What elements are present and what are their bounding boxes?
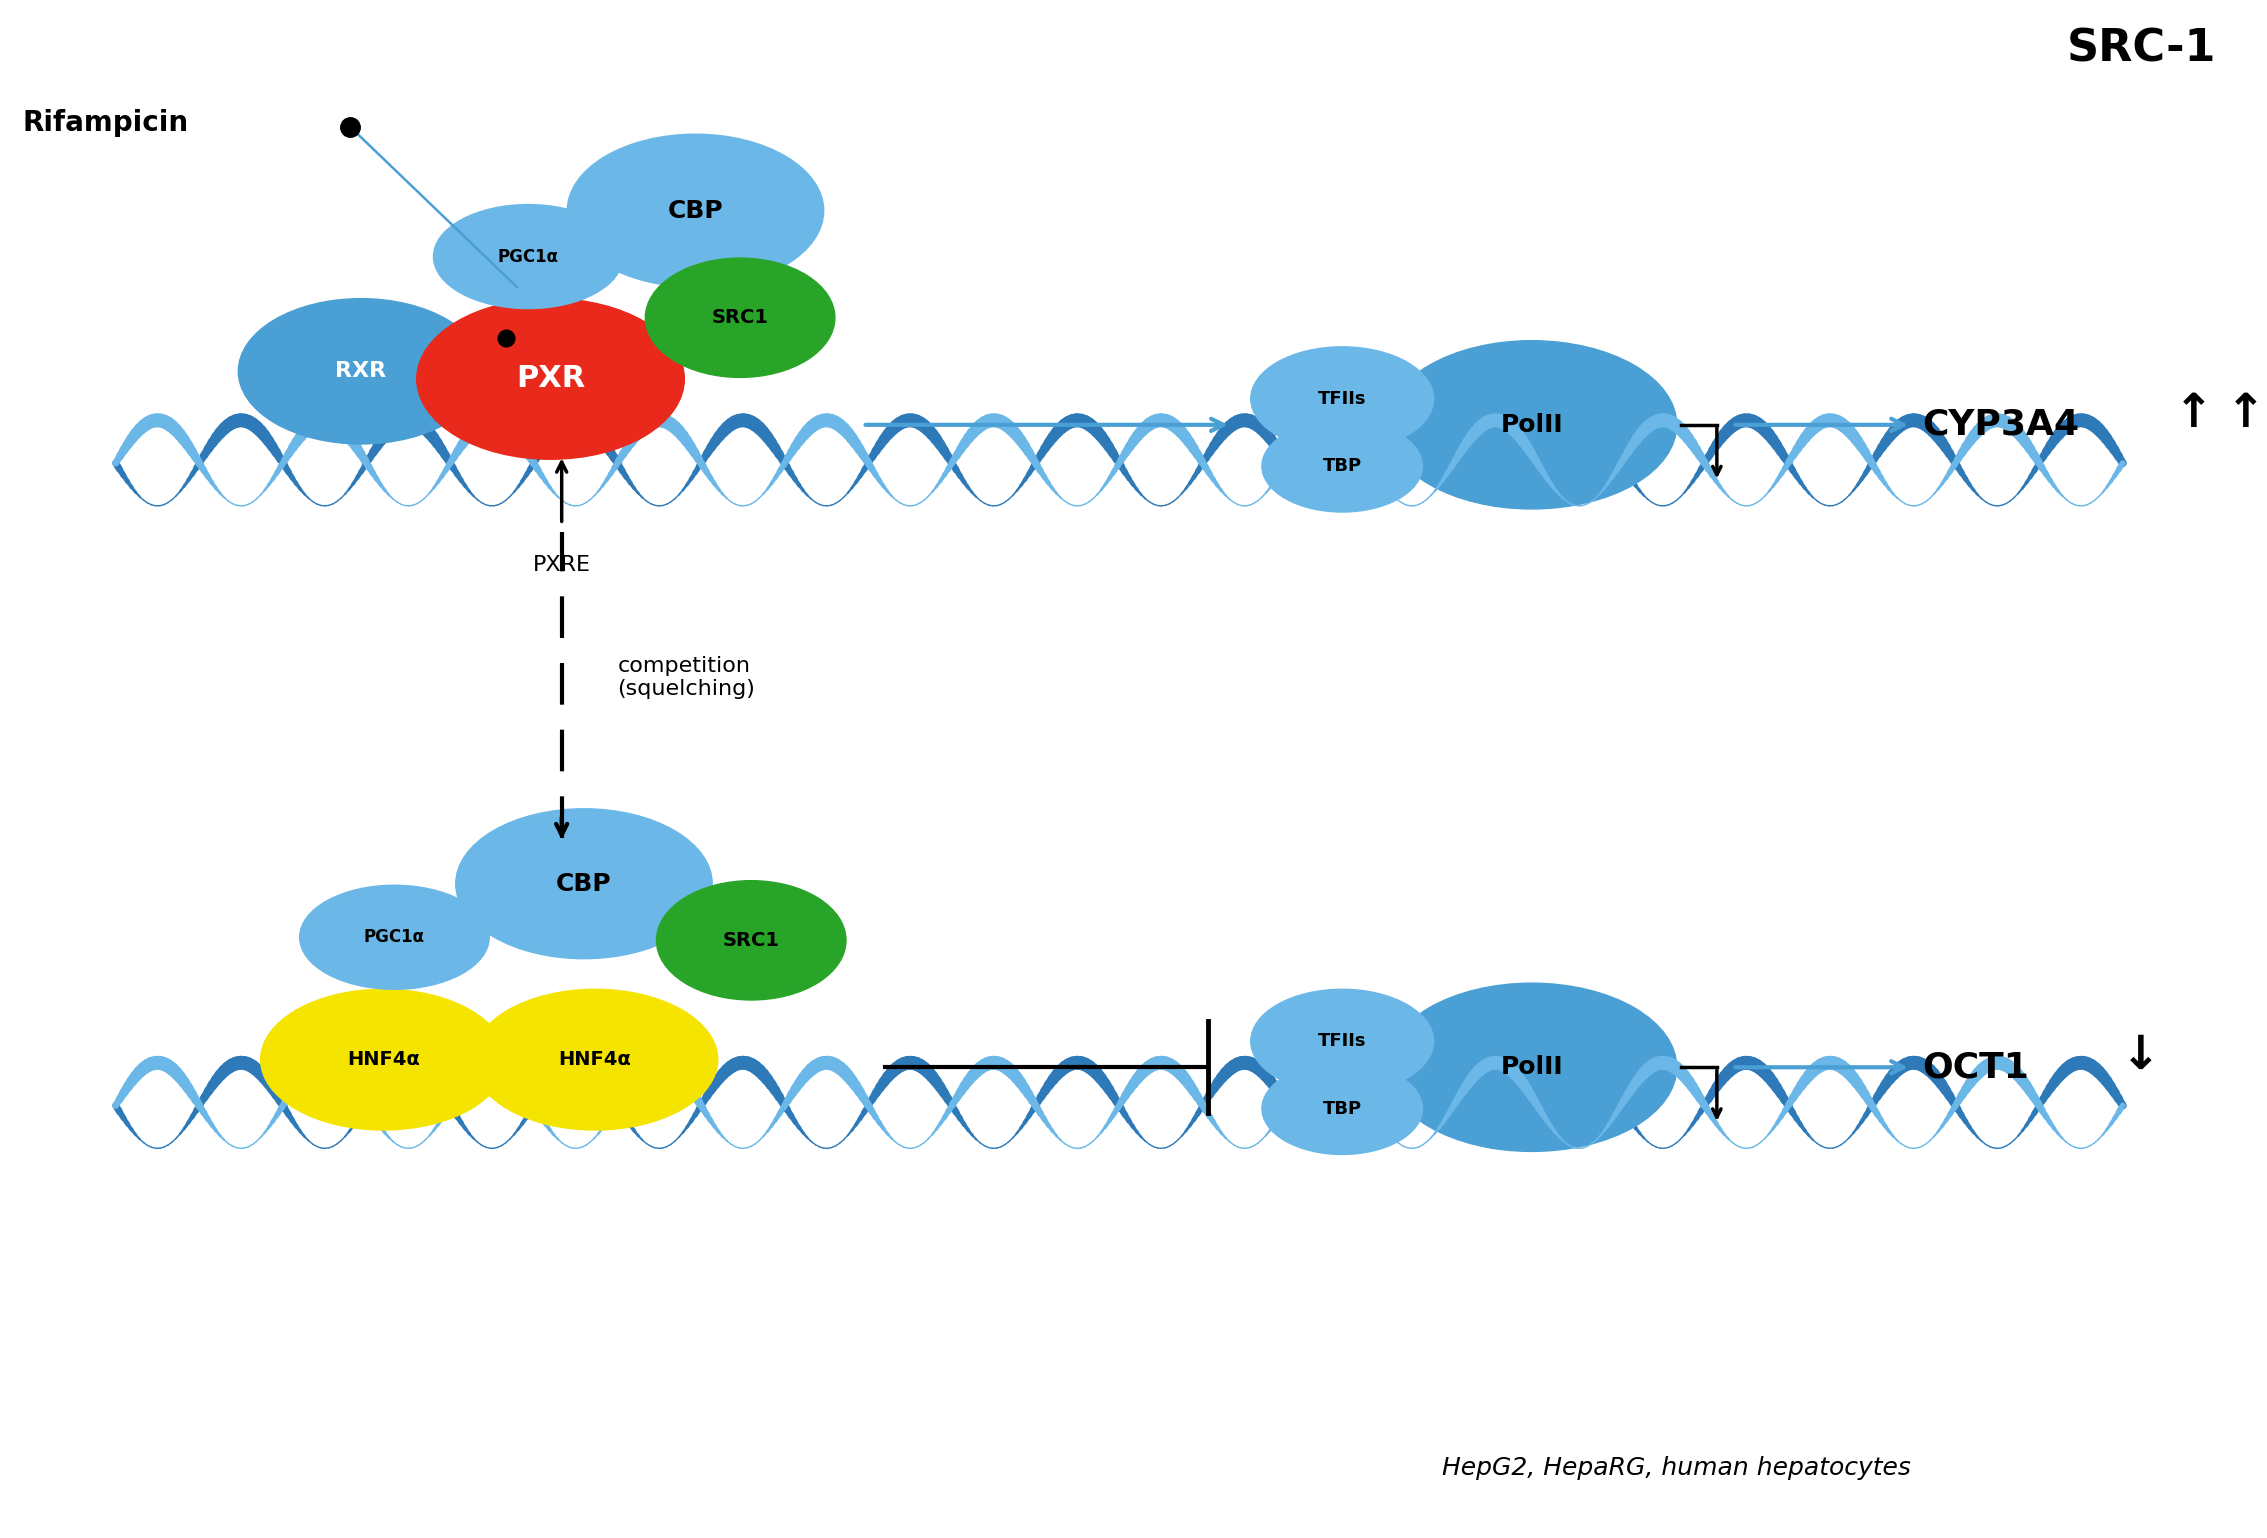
Text: CBP: CBP [669,198,723,223]
Text: CYP3A4: CYP3A4 [1922,408,2079,441]
Text: SRC1: SRC1 [712,308,769,328]
Text: PolII: PolII [1501,412,1562,437]
Text: TFIIs: TFIIs [1317,389,1367,408]
Ellipse shape [567,134,823,288]
Text: CBP: CBP [555,872,612,895]
Text: PGC1α: PGC1α [365,929,424,946]
Text: PXRE: PXRE [533,555,592,575]
Text: TBP: TBP [1322,1100,1362,1118]
Text: OCT1: OCT1 [1922,1050,2029,1084]
Ellipse shape [1387,341,1678,509]
Text: SRC-1: SRC-1 [2068,28,2217,71]
Text: HepG2, HepaRG, human hepatocytes: HepG2, HepaRG, human hepatocytes [1442,1456,1911,1480]
Text: HNF4α: HNF4α [558,1050,632,1069]
Ellipse shape [299,886,490,989]
Ellipse shape [657,881,846,1000]
Ellipse shape [1251,346,1433,451]
Text: PXR: PXR [517,365,585,394]
Text: TFIIs: TFIIs [1317,1032,1367,1050]
Ellipse shape [456,809,712,958]
Text: TBP: TBP [1322,457,1362,475]
Ellipse shape [238,298,483,444]
Ellipse shape [1251,989,1433,1094]
Text: SRC1: SRC1 [723,930,780,950]
Text: ↑: ↑ [2226,392,2265,437]
Text: PGC1α: PGC1α [499,248,558,266]
Ellipse shape [1263,420,1421,512]
Ellipse shape [1263,1063,1421,1155]
Ellipse shape [1387,983,1678,1152]
Text: Rifampicin: Rifampicin [23,109,188,137]
Text: ↓: ↓ [2120,1034,2160,1080]
Ellipse shape [472,989,719,1130]
Ellipse shape [417,298,685,460]
Text: competition
(squelching): competition (squelching) [617,655,755,698]
Ellipse shape [261,989,506,1130]
Ellipse shape [646,258,834,377]
Text: HNF4α: HNF4α [347,1050,419,1069]
Text: PolII: PolII [1501,1055,1562,1080]
Text: ↑: ↑ [2174,392,2215,437]
Ellipse shape [433,205,623,309]
Text: RXR: RXR [336,361,388,381]
